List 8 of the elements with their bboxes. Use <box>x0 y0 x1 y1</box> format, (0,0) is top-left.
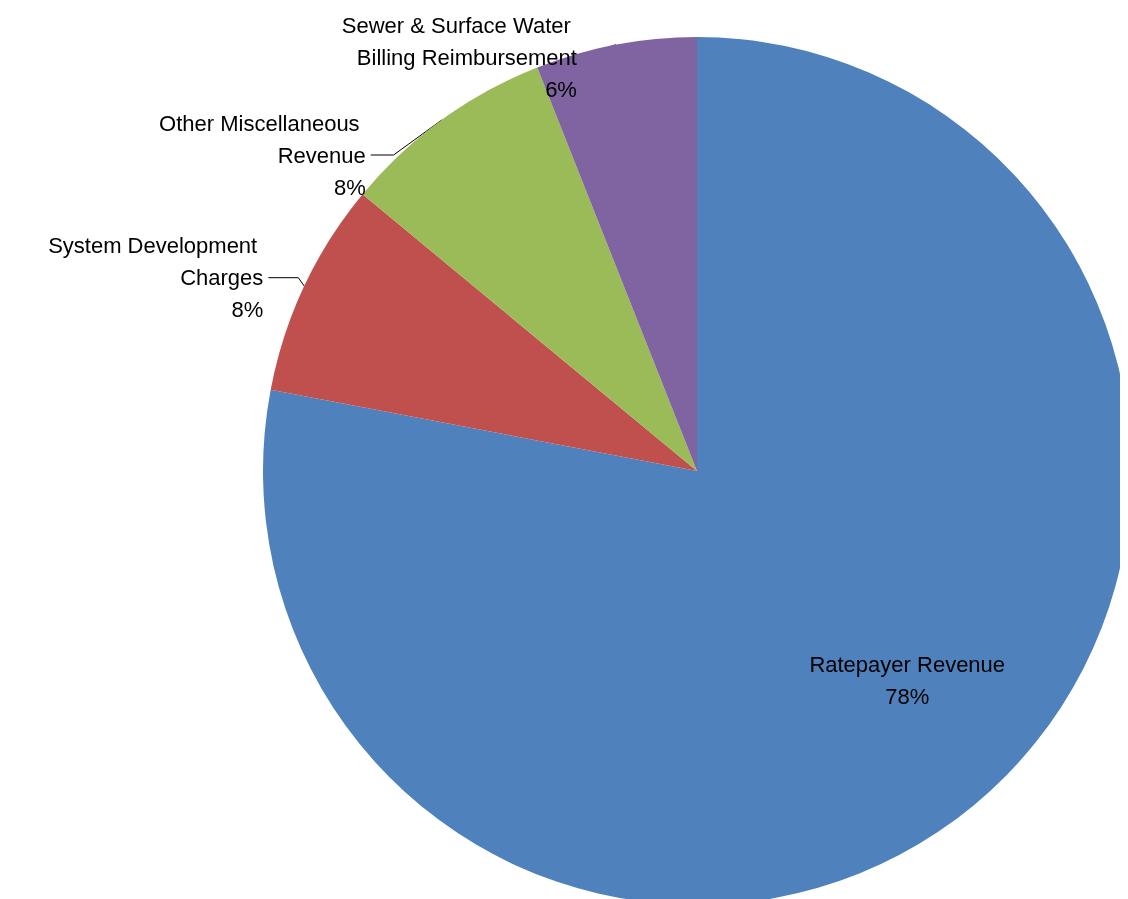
slice-label: Ratepayer Revenue <box>809 652 1006 678</box>
data-label: 6% <box>545 76 577 102</box>
data-label: 8% <box>333 174 366 200</box>
data-label: 78% <box>885 684 930 710</box>
data-label: 8% <box>231 297 264 323</box>
slice-label: Other Miscellaneous Revenue <box>159 110 366 168</box>
slice-label: System Development Charges <box>48 233 264 291</box>
slice-label: Sewer & Surface Water Billing Reimbursement <box>341 12 577 70</box>
